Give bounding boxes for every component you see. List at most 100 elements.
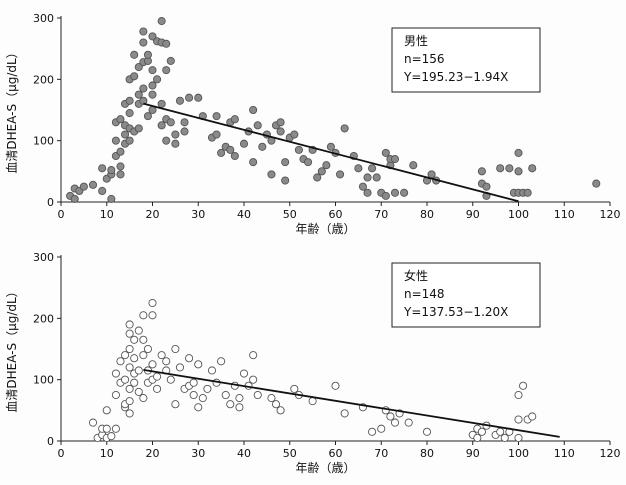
chart2-data-point — [496, 427, 505, 436]
chart1-data-point — [363, 173, 372, 182]
chart2-data-point — [148, 360, 157, 369]
chart1-data-point — [258, 142, 267, 151]
chart2-data-point — [386, 412, 395, 421]
chart2-x-tick-label: 100 — [508, 447, 529, 460]
chart1-data-point — [217, 148, 226, 157]
chart2-legend-title: 女性 — [404, 268, 428, 283]
chart1-data-point — [162, 66, 171, 75]
chart1-data-point — [363, 188, 372, 197]
chart2-y-tick-label: 300 — [33, 251, 54, 264]
chart1-data-point — [212, 112, 221, 121]
chart2-x-tick-label: 30 — [191, 447, 205, 460]
chart2-x-tick-label: 60 — [329, 447, 343, 460]
chart1-data-point — [130, 50, 139, 59]
chart2-data-point — [276, 406, 285, 415]
chart2-x-tick-label: 20 — [146, 447, 160, 460]
chart1-data-point — [313, 173, 322, 182]
chart2-data-point — [121, 351, 130, 360]
chart1-data-point — [116, 170, 125, 179]
chart1-data-point — [294, 145, 303, 154]
chart2-y-tick-label: 100 — [33, 374, 54, 387]
chart1-data-point — [116, 147, 125, 156]
chart1-data-point — [148, 66, 157, 75]
chart2-data-point — [111, 424, 120, 433]
chart1-data-point — [230, 115, 239, 124]
chart2-data-point — [422, 427, 432, 436]
chart1-data-point — [267, 170, 276, 179]
chart1-data-point — [336, 170, 345, 179]
chart2-x-tick-label: 120 — [600, 447, 621, 460]
chart2-data-point — [148, 311, 157, 320]
chart2-data-point — [143, 344, 152, 354]
chart2-legend-box — [391, 262, 541, 328]
chart1-y-tick-label: 200 — [33, 73, 54, 86]
chart1-x-tick-label: 90 — [466, 208, 480, 221]
chart1-data-point — [139, 96, 148, 105]
chart2-data-point — [217, 357, 226, 366]
chart1-legend-n: n=156 — [404, 52, 445, 66]
chart2-data-point — [514, 415, 523, 424]
chart2-x-tick-label: 90 — [466, 447, 480, 460]
chart1-y-axis-label: 血清DHEA-S（μg/dL） — [5, 46, 19, 173]
chart1-data-point — [157, 17, 166, 26]
chart1-data-point — [180, 127, 189, 136]
chart2-data-point — [519, 381, 528, 390]
chart1-data-point — [276, 127, 285, 136]
chart1-data-point — [281, 158, 290, 167]
chart1-data-point — [505, 164, 514, 173]
chart1-data-point — [143, 50, 152, 59]
chart1-data-point — [249, 105, 258, 115]
chart2-data-point — [514, 433, 523, 442]
chart1-data-point — [303, 158, 313, 167]
chart2-data-point — [139, 311, 148, 320]
chart1-data-point — [107, 166, 116, 175]
chart1-data-point — [153, 75, 162, 84]
chart1-data-point — [326, 142, 335, 151]
chart1-data-point — [354, 164, 363, 173]
chart1-data-point — [157, 99, 166, 108]
chart2-data-point — [88, 418, 98, 427]
chart2-data-point — [235, 403, 244, 412]
chart2-data-point — [121, 375, 130, 384]
chart2-data-point — [290, 384, 299, 393]
chart1-data-point — [194, 93, 203, 102]
chart2-y-tick-label: 200 — [33, 312, 54, 325]
chart1-data-point — [130, 72, 139, 81]
chart2-data-point — [102, 406, 111, 415]
chart2-data-point — [107, 432, 116, 441]
chart1-data-point — [148, 81, 157, 90]
chart1-data-point — [70, 194, 79, 203]
chart2-data-point — [308, 397, 317, 406]
chart2-data-point — [226, 400, 235, 409]
chart2-x-tick-label: 10 — [100, 447, 114, 460]
chart1-data-point — [212, 130, 221, 139]
chart1-x-tick-label: 110 — [554, 208, 575, 221]
chart1-x-tick-label: 0 — [58, 208, 65, 221]
chart2-x-tick-label: 80 — [420, 447, 434, 460]
chart2-data-point — [473, 433, 482, 442]
chart1-data-point — [226, 145, 235, 154]
chart1-data-point — [477, 167, 486, 176]
chart2-data-point — [249, 351, 258, 360]
chart2-data-point — [166, 375, 175, 384]
chart2-data-point — [189, 378, 198, 387]
chart2-data-point — [221, 390, 230, 400]
chart1-data-point — [125, 96, 134, 105]
chart2-data-point — [125, 397, 134, 406]
chart1-data-point — [496, 164, 505, 173]
chart1-data-point — [372, 173, 381, 182]
chart1-data-point — [482, 182, 491, 191]
chart2-data-point — [203, 384, 212, 393]
chart1-y-tick-label: 300 — [33, 12, 54, 25]
chart1-data-point — [171, 130, 180, 139]
chart1-data-point — [290, 130, 299, 139]
chart2-data-point — [139, 335, 148, 344]
chart2-regression-line — [143, 369, 560, 438]
chart2-x-tick-label: 0 — [58, 447, 65, 460]
chart1-data-point — [340, 124, 349, 133]
chart1-data-point — [139, 27, 148, 36]
chart2-data-point — [125, 329, 134, 338]
chart1-data-point — [139, 84, 148, 93]
chart1-x-tick-label: 40 — [237, 208, 251, 221]
chart1-data-point — [528, 164, 537, 173]
